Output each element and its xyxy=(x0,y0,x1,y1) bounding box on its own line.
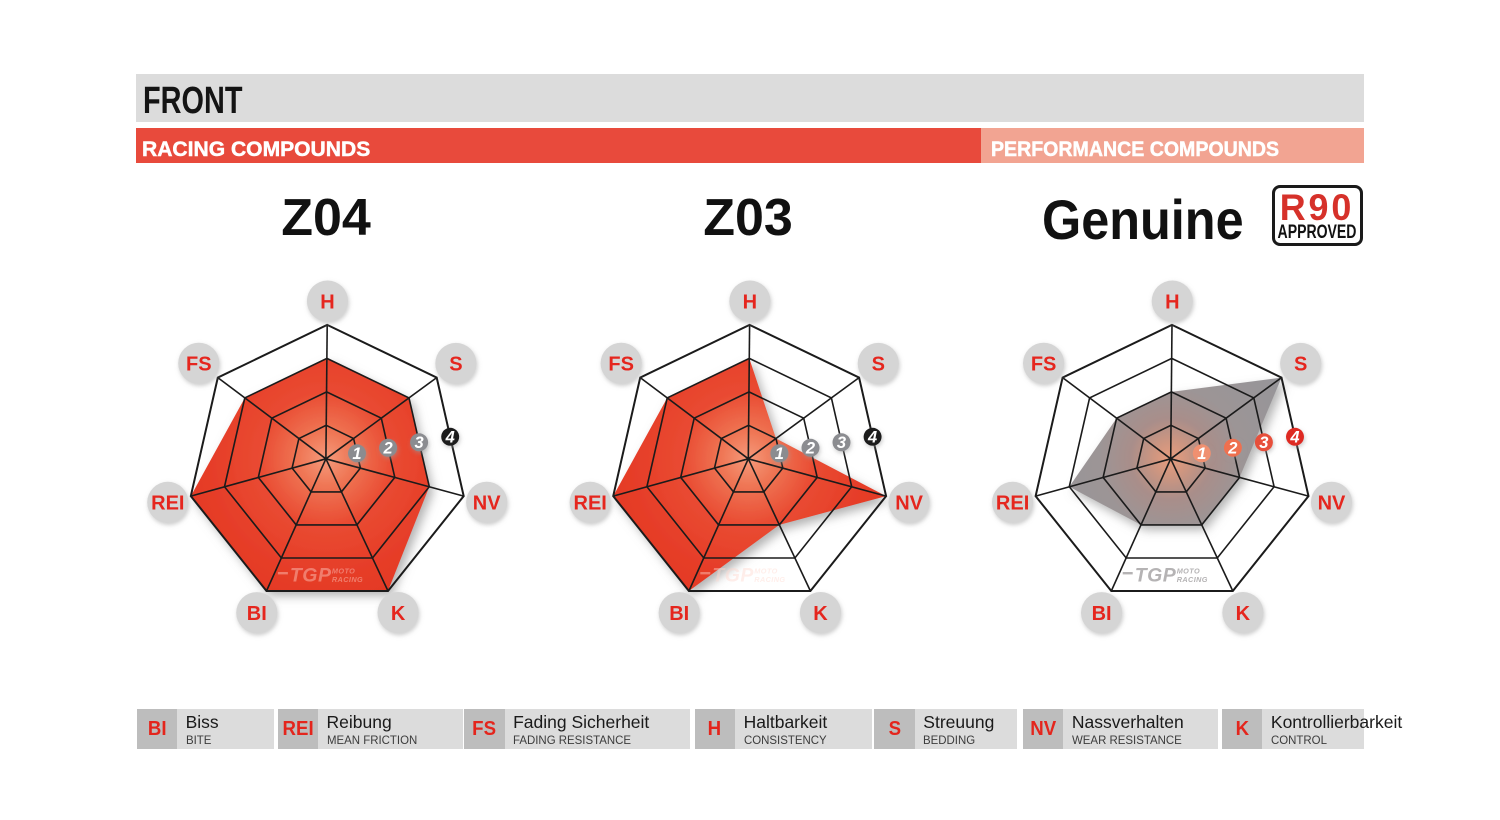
svg-text:S: S xyxy=(449,354,462,376)
svg-text:NV: NV xyxy=(895,493,923,515)
svg-text:H: H xyxy=(320,291,334,313)
svg-text:REI: REI xyxy=(151,493,184,515)
svg-text:BI: BI xyxy=(669,603,689,625)
svg-text:FS: FS xyxy=(608,354,634,376)
svg-text:3: 3 xyxy=(415,434,424,452)
svg-text:K: K xyxy=(813,603,828,625)
svg-text:RACING: RACING xyxy=(332,575,363,584)
svg-text:NV: NV xyxy=(1318,493,1346,515)
svg-text:H: H xyxy=(743,291,757,313)
svg-text:2: 2 xyxy=(805,440,815,458)
svg-text:BI: BI xyxy=(1092,603,1112,625)
svg-text:H: H xyxy=(1165,291,1179,313)
svg-text:MOTO: MOTO xyxy=(754,567,777,576)
svg-text:2: 2 xyxy=(1227,440,1237,458)
svg-text:FS: FS xyxy=(186,354,212,376)
svg-text:TGP: TGP xyxy=(1135,565,1177,587)
svg-text:1: 1 xyxy=(352,445,361,463)
svg-text:S: S xyxy=(872,354,885,376)
svg-text:MOTO: MOTO xyxy=(1177,567,1200,576)
svg-text:MOTO: MOTO xyxy=(332,567,355,576)
svg-text:NV: NV xyxy=(473,493,501,515)
svg-text:BI: BI xyxy=(247,603,267,625)
svg-text:K: K xyxy=(1236,603,1251,625)
svg-text:4: 4 xyxy=(1289,429,1299,447)
svg-text:TGP: TGP xyxy=(290,565,332,587)
svg-text:3: 3 xyxy=(837,434,846,452)
svg-text:RACING: RACING xyxy=(754,575,785,584)
svg-text:TGP: TGP xyxy=(712,565,754,587)
svg-text:K: K xyxy=(391,603,406,625)
svg-text:1: 1 xyxy=(1197,445,1206,463)
svg-text:4: 4 xyxy=(867,429,877,447)
svg-text:2: 2 xyxy=(383,440,393,458)
svg-text:RACING: RACING xyxy=(1177,575,1208,584)
svg-text:FS: FS xyxy=(1031,354,1057,376)
svg-text:S: S xyxy=(1294,354,1307,376)
svg-text:1: 1 xyxy=(775,445,784,463)
svg-text:REI: REI xyxy=(574,493,607,515)
svg-text:3: 3 xyxy=(1259,434,1268,452)
svg-text:REI: REI xyxy=(996,493,1029,515)
svg-text:4: 4 xyxy=(445,429,455,447)
